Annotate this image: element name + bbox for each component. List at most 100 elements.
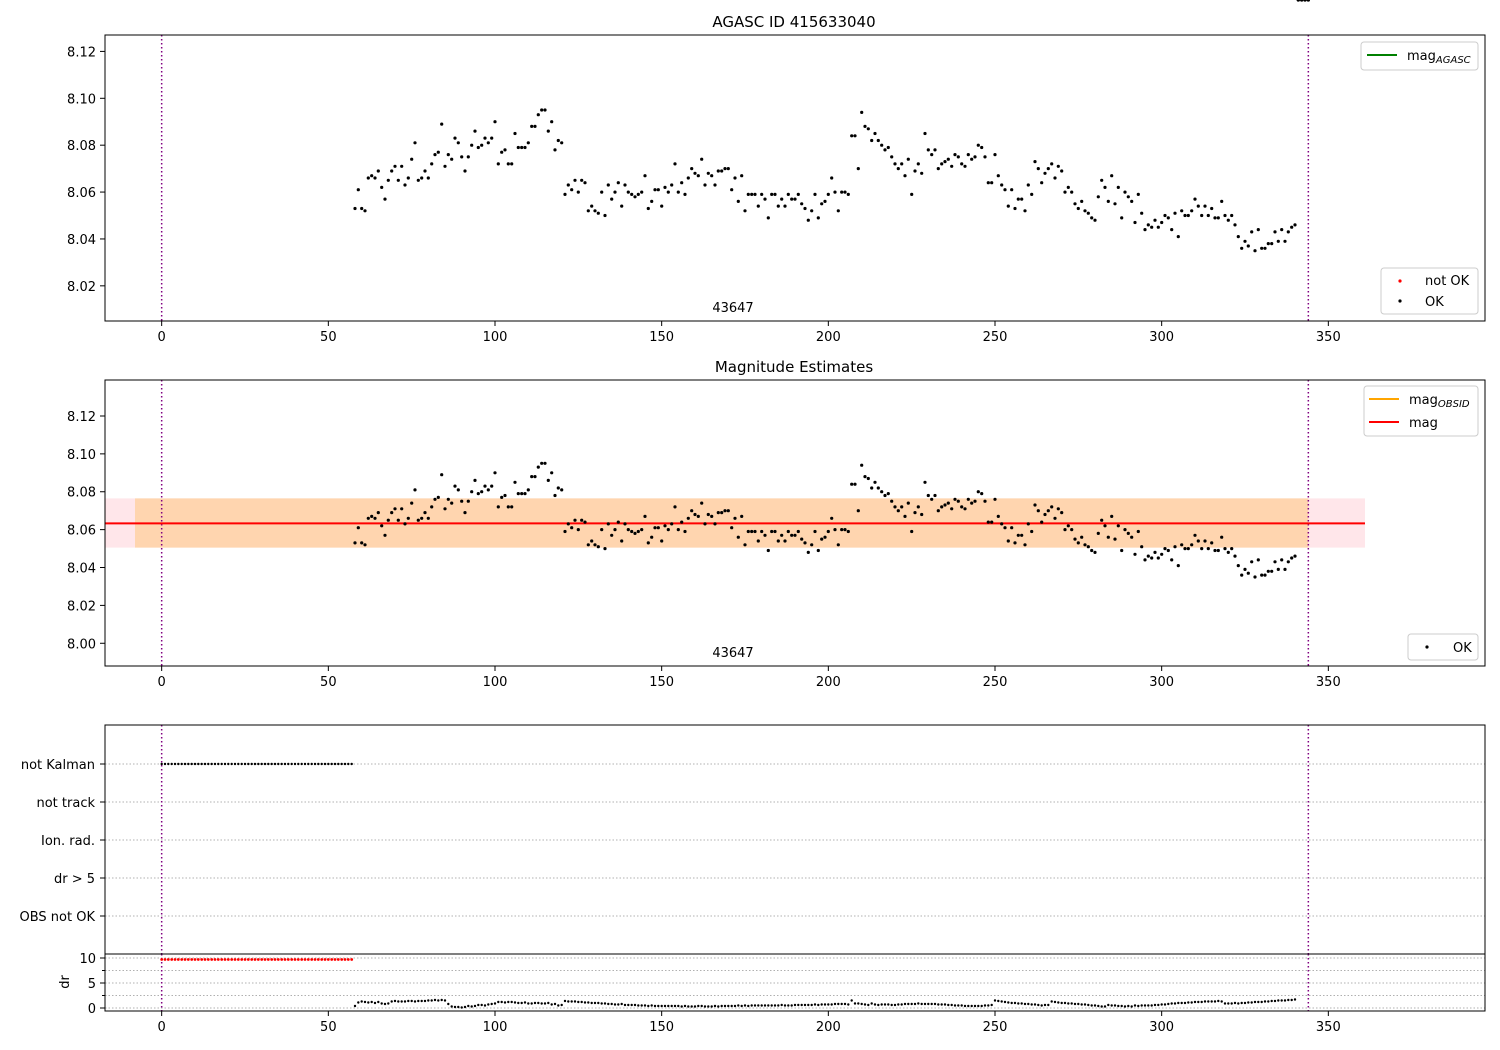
top-point-ok: [456, 141, 460, 145]
top-point-ok: [780, 197, 784, 201]
top-x-tick-label: 250: [983, 330, 1008, 345]
top-point-ok: [1126, 195, 1130, 199]
middle-point-ok: [1270, 569, 1274, 573]
top-point-ok: [453, 136, 457, 140]
top-point-ok: [1020, 197, 1024, 201]
middle-point-ok: [1130, 535, 1134, 539]
top-point-ok: [1130, 199, 1134, 203]
top-point-ok: [1226, 218, 1230, 222]
dr-point: [1177, 1001, 1180, 1005]
flag-point-not-kalman: [320, 762, 323, 766]
top-point-ok: [820, 202, 824, 206]
middle-point-ok: [686, 516, 690, 520]
top-point-ok: [390, 169, 394, 173]
top-point-ok: [746, 192, 750, 196]
middle-point-ok: [860, 463, 864, 467]
dr-point: [560, 1003, 563, 1007]
top-point-ok: [620, 204, 624, 208]
middle-point-ok: [796, 529, 800, 534]
middle-point-ok: [366, 516, 370, 520]
top-point-ok: [370, 174, 374, 178]
top-point-ok: [1033, 160, 1037, 164]
top-point-ok: [396, 178, 400, 182]
flag-point-not-kalman: [193, 762, 197, 766]
dr-point: [983, 1004, 987, 1007]
dr-point-capped: [160, 958, 164, 961]
middle-legend-lower: OK: [1407, 633, 1479, 661]
middle-point-ok: [1020, 533, 1024, 537]
dr-point: [407, 999, 410, 1003]
top-point-ok: [696, 174, 700, 178]
top-point-ok: [846, 192, 850, 196]
middle-point-ok: [1090, 548, 1094, 553]
middle-point-ok: [773, 529, 777, 534]
top-point-ok: [490, 136, 494, 140]
middle-point-ok: [403, 522, 407, 526]
middle-point-ok: [1260, 573, 1264, 577]
dr-point: [800, 1003, 803, 1007]
dr-point: [907, 1002, 910, 1006]
top-point-ok: [623, 183, 627, 187]
top-point-ok: [976, 143, 980, 147]
top-point-ok: [616, 181, 620, 185]
top-point-ok: [1050, 162, 1054, 166]
dr-point: [583, 1001, 587, 1004]
middle-point-ok: [870, 486, 874, 490]
middle-point-ok: [496, 505, 500, 509]
dr-point: [1157, 1003, 1160, 1007]
top-point-ok: [496, 162, 500, 166]
top-point-ok: [1056, 164, 1060, 168]
dr-point: [613, 1003, 617, 1006]
flag-point-not-kalman: [333, 762, 337, 766]
middle-point-ok: [993, 497, 997, 501]
dr-point: [870, 1002, 873, 1005]
dr-point: [387, 1002, 390, 1005]
dr-point-capped: [330, 958, 334, 961]
flag-point-not-kalman: [230, 762, 233, 766]
dr-point: [620, 1002, 623, 1006]
middle-point-ok: [1206, 547, 1210, 551]
top-point-ok: [900, 162, 904, 166]
top-y-tick-label: 8.02: [67, 280, 96, 295]
top-point-ok: [1223, 213, 1227, 218]
middle-point-ok: [450, 501, 454, 505]
legend-mag-obsid-label: magOBSID: [1409, 393, 1470, 410]
top-point-ok: [1260, 246, 1264, 250]
dr-point: [997, 999, 1000, 1003]
top-point-ok: [1096, 195, 1100, 199]
dr-point: [383, 1002, 387, 1006]
middle-y-tick-label: 8.06: [67, 524, 96, 539]
middle-point-ok: [1086, 545, 1090, 549]
dr-point: [1137, 1004, 1140, 1008]
middle-point-ok: [1076, 541, 1080, 545]
top-point-ok: [1140, 211, 1144, 215]
middle-point-ok: [973, 499, 977, 503]
top-point-ok: [593, 209, 597, 213]
middle-point-ok: [793, 533, 797, 537]
middle-point-ok: [916, 505, 920, 509]
top-point-ok: [796, 192, 800, 196]
dr-y-tick-label: 0: [88, 1002, 96, 1017]
dr-point: [843, 1002, 847, 1006]
top-point-ok: [903, 174, 907, 178]
middle-point-ok: [413, 488, 417, 492]
top-point-ok: [750, 192, 754, 196]
middle-x-tick-label: 300: [1149, 675, 1174, 690]
top-point-ok: [1173, 211, 1177, 215]
top-point-ok: [633, 195, 637, 199]
middle-point-ok: [833, 528, 837, 532]
dr-point: [827, 1003, 830, 1006]
middle-point-ok: [1280, 558, 1284, 562]
flag-point-not-kalman: [190, 762, 193, 766]
top-point-ok: [723, 167, 727, 171]
dr-point: [807, 1003, 810, 1007]
panel-dr: 0 50 100 150 200 250 300 350 0 5 10 dr: [58, 0, 1486, 1035]
flag-point-not-kalman: [183, 762, 187, 766]
middle-point-ok: [853, 482, 857, 486]
flag-point-not-kalman: [323, 762, 327, 766]
top-point-ok: [493, 120, 497, 124]
flag-point-not-kalman: [313, 762, 317, 766]
dr-point: [393, 999, 397, 1003]
flag-label-obs-not-ok: OBS not OK: [20, 910, 96, 925]
